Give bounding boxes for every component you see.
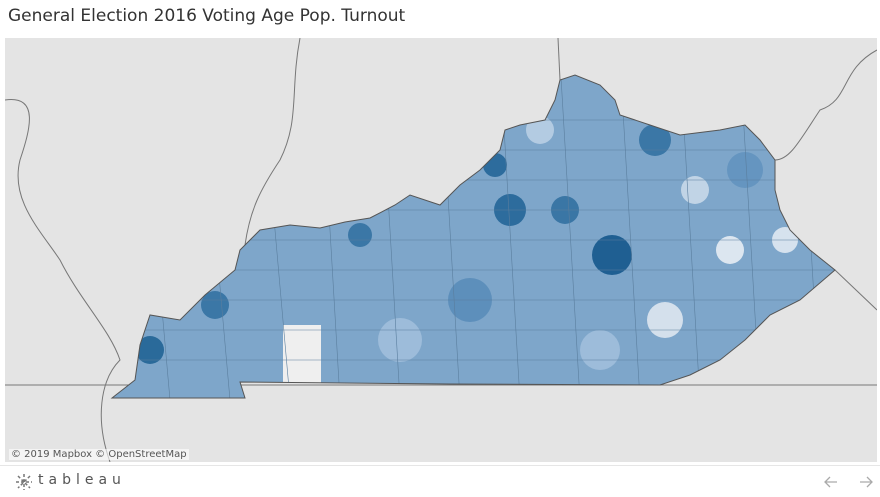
title: General Election 2016 Voting Age Pop. Tu… <box>8 6 406 26</box>
tableau-icon <box>16 474 32 490</box>
counties <box>111 74 836 399</box>
undo-button[interactable] <box>823 475 839 489</box>
map <box>5 38 877 462</box>
logo: tableau <box>38 472 126 488</box>
map-attribution: © 2019 Mapbox © OpenStreetMap <box>9 449 189 460</box>
redo-button[interactable] <box>858 475 874 489</box>
toolbar: tableau <box>0 465 880 497</box>
